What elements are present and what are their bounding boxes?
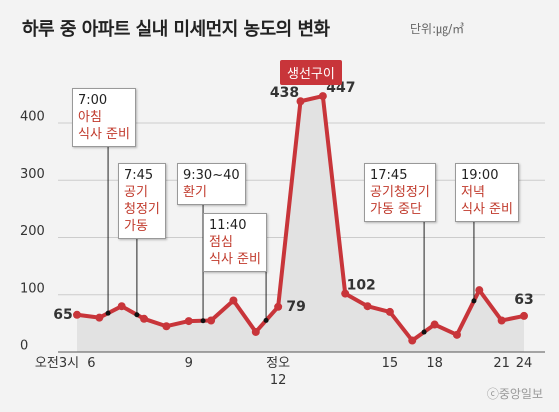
x-tick-label: 21 [493,356,510,371]
chart-title: 하루 중 아파트 실내 미세먼지 농도의 변화 [22,19,330,40]
point [385,307,394,316]
annotation: 19:00 저녁 식사 준비 [455,163,519,222]
annotation-time: 7:45 [124,168,154,183]
event-dot [471,298,477,304]
area [77,96,524,352]
point [408,336,417,345]
annotation-text: 환기 [183,185,207,200]
y-tick-label: 100 [20,281,45,296]
value-label: 102 [347,278,376,294]
event-dot [421,329,427,335]
annotation: 9:30~40 환기 [177,163,246,205]
annotation: 7:45 공기 청정기 가동 [118,163,166,239]
y-tick-label: 200 [20,224,45,239]
point [229,296,238,305]
point [274,302,283,311]
point [363,302,372,311]
point [184,317,193,326]
value-label: 65 [53,307,72,323]
annotation-text: 공기청정기 가동 중단 [370,185,430,217]
point [162,322,171,331]
point [251,327,260,336]
point [117,302,126,311]
x-tick-label: 24 [515,356,533,371]
annotation-time: 7:00 [78,93,108,108]
x-tick-label: 18 [426,356,443,371]
point [475,286,484,295]
event-dot [134,312,140,318]
annotation-time: 9:30~40 [183,168,240,183]
x-tick-label: 15 [381,356,399,371]
point [318,92,327,101]
point [520,311,528,320]
annotation: 11:40 점심 식사 준비 [203,213,267,272]
point [452,330,461,339]
credit: ⓒ중앙일보 [486,387,543,401]
point [140,314,149,323]
event-dot [263,317,269,323]
annotation: 17:45 공기청정기 가동 중단 [364,163,436,222]
point [430,320,439,329]
annotation-time: 11:40 [209,218,247,233]
value-label: 63 [514,292,533,308]
annotation-time: 19:00 [461,168,499,183]
annotation: 7:00 아침 식사 준비 [72,88,136,147]
y-tick-label: 0 [20,339,28,354]
event-dot [105,310,111,316]
point [296,97,305,106]
annotation-text: 저녁 식사 준비 [461,185,513,217]
x-tick-label: 오전3시 [34,356,80,371]
highlight: 생선구이 [280,60,342,85]
x-tick-label: 6 [87,356,96,371]
value-label: 79 [286,299,305,315]
annotation-text: 점심 식사 준비 [209,235,261,267]
y-tick-label: 400 [20,110,45,125]
point [497,316,506,325]
value-label: 438 [270,85,299,101]
x-tick-label: 9 [184,356,193,371]
event-dot [200,318,206,324]
annotation-time: 17:45 [370,168,408,183]
point [73,310,81,319]
unit: 단위:㎍/㎥ [410,22,465,36]
point [95,313,104,322]
annotation-text: 공기 청정기 가동 [124,185,160,234]
point [207,316,216,325]
y-tick-label: 300 [20,167,45,182]
x-tick-label: 정오 12 [266,356,291,388]
annotation-text: 아침 식사 준비 [78,110,130,142]
point [341,289,350,298]
